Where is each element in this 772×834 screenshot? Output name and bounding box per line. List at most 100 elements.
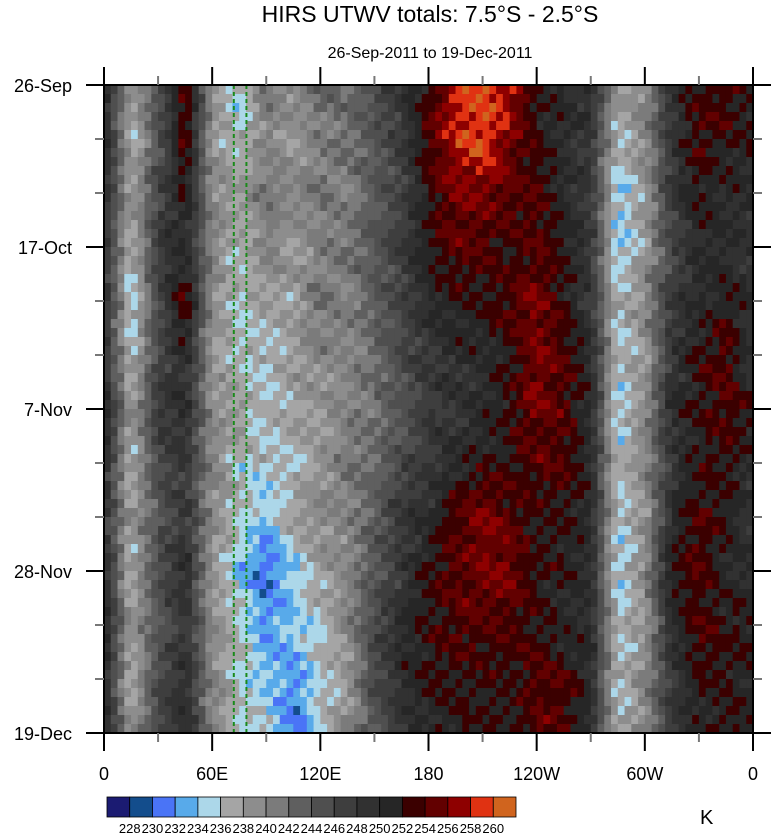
contour-cell bbox=[320, 148, 328, 158]
contour-cell bbox=[110, 517, 119, 527]
contour-cell bbox=[279, 409, 288, 419]
contour-cell bbox=[536, 544, 545, 554]
contour-cell bbox=[367, 157, 376, 167]
contour-cell bbox=[516, 112, 524, 122]
contour-cell bbox=[171, 193, 179, 203]
contour-cell bbox=[671, 427, 680, 437]
contour-cell bbox=[198, 157, 207, 167]
contour-cell bbox=[151, 211, 159, 221]
contour-cell bbox=[638, 418, 646, 428]
contour-cell bbox=[218, 238, 227, 248]
contour-cell bbox=[347, 238, 355, 248]
contour-cell bbox=[509, 517, 517, 527]
contour-cell bbox=[577, 283, 585, 293]
contour-cell bbox=[644, 103, 653, 113]
contour-cell bbox=[550, 427, 558, 437]
contour-cell bbox=[225, 202, 234, 212]
contour-cell bbox=[523, 85, 531, 95]
contour-cell bbox=[550, 103, 558, 113]
contour-cell bbox=[104, 193, 112, 203]
contour-cell bbox=[354, 274, 362, 284]
contour-cell bbox=[448, 355, 457, 365]
contour-cell bbox=[239, 112, 247, 122]
contour-cell bbox=[435, 391, 443, 401]
contour-cell bbox=[469, 508, 477, 518]
contour-cell bbox=[225, 328, 234, 338]
contour-cell bbox=[529, 274, 538, 284]
contour-cell bbox=[739, 94, 747, 104]
contour-cell bbox=[556, 526, 565, 536]
contour-cell bbox=[158, 256, 166, 266]
contour-cell bbox=[712, 166, 720, 176]
contour-cell bbox=[462, 139, 470, 149]
contour-cell bbox=[550, 211, 558, 221]
contour-cell bbox=[394, 355, 403, 365]
contour-cell bbox=[712, 436, 720, 446]
contour-cell bbox=[245, 490, 254, 500]
contour-cell bbox=[725, 301, 734, 311]
contour-cell bbox=[198, 310, 207, 320]
contour-cell bbox=[354, 184, 362, 194]
contour-cell bbox=[293, 517, 301, 527]
contour-cell bbox=[158, 418, 166, 428]
contour-cell bbox=[685, 319, 693, 329]
contour-cell bbox=[198, 247, 207, 257]
contour-cell bbox=[286, 373, 294, 383]
contour-cell bbox=[590, 490, 599, 500]
contour-cell bbox=[536, 373, 545, 383]
contour-cell bbox=[665, 427, 673, 437]
contour-cell bbox=[381, 427, 389, 437]
contour-cell bbox=[550, 418, 558, 428]
contour-cell bbox=[239, 517, 247, 527]
contour-cell bbox=[482, 184, 490, 194]
contour-cell bbox=[191, 121, 200, 131]
contour-cell bbox=[482, 175, 490, 185]
contour-cell bbox=[638, 508, 646, 518]
contour-cell bbox=[327, 310, 335, 320]
contour-cell bbox=[705, 310, 714, 320]
contour-cell bbox=[624, 85, 632, 95]
contour-cell bbox=[171, 544, 179, 554]
contour-cell bbox=[442, 418, 450, 428]
contour-cell bbox=[550, 166, 558, 176]
contour-cell bbox=[482, 265, 490, 275]
contour-cell bbox=[732, 103, 741, 113]
contour-cell bbox=[455, 238, 463, 248]
contour-cell bbox=[178, 418, 186, 428]
contour-cell bbox=[671, 292, 680, 302]
contour-cell bbox=[327, 535, 335, 545]
contour-cell bbox=[617, 310, 626, 320]
contour-cell bbox=[529, 382, 538, 392]
contour-cell bbox=[590, 265, 599, 275]
contour-cell bbox=[678, 463, 686, 473]
contour-cell bbox=[327, 139, 335, 149]
contour-cell bbox=[104, 130, 112, 140]
contour-cell bbox=[293, 202, 301, 212]
contour-cell bbox=[719, 85, 727, 95]
contour-cell bbox=[502, 472, 511, 482]
contour-cell bbox=[212, 274, 220, 284]
contour-cell bbox=[556, 229, 565, 239]
contour-cell bbox=[536, 490, 545, 500]
contour-cell bbox=[502, 211, 511, 221]
contour-cell bbox=[617, 238, 626, 248]
contour-cell bbox=[333, 472, 342, 482]
contour-cell bbox=[577, 418, 585, 428]
contour-cell bbox=[523, 472, 531, 482]
contour-cell bbox=[705, 301, 714, 311]
contour-cell bbox=[469, 256, 477, 266]
contour-cell bbox=[117, 211, 125, 221]
contour-cell bbox=[685, 310, 693, 320]
contour-cell bbox=[347, 310, 355, 320]
contour-cell bbox=[158, 184, 166, 194]
contour-cell bbox=[442, 175, 450, 185]
contour-cell bbox=[124, 94, 132, 104]
contour-cell bbox=[597, 544, 605, 554]
contour-cell bbox=[583, 310, 592, 320]
contour-cell bbox=[550, 508, 558, 518]
contour-cell bbox=[590, 229, 599, 239]
contour-cell bbox=[225, 427, 234, 437]
contour-cell bbox=[367, 391, 376, 401]
contour-cell bbox=[333, 400, 342, 410]
contour-cell bbox=[124, 310, 132, 320]
